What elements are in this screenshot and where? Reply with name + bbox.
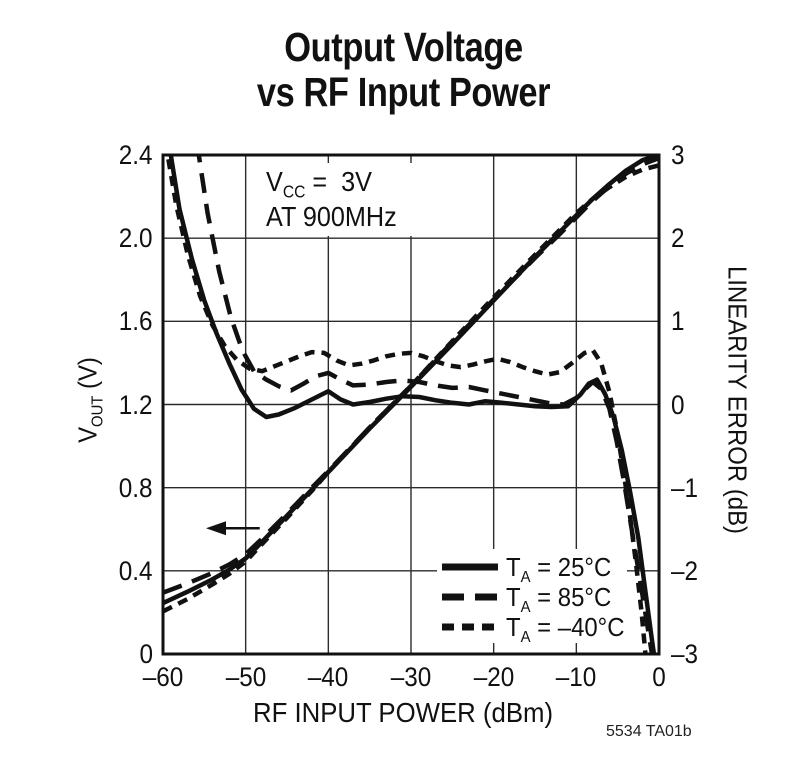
y-right-tick-label: 1 xyxy=(671,306,685,337)
legend-label-symbol: T xyxy=(506,611,521,642)
y-right-tick-label: 2 xyxy=(671,223,685,254)
legend-label: TA = 85°C xyxy=(506,581,612,616)
legend-label: TA = –40°C xyxy=(506,611,625,646)
legend-label-value: = 25°C xyxy=(530,551,612,582)
y-left-label-subscript: OUT xyxy=(88,395,107,427)
legend-label-value: = 85°C xyxy=(530,581,612,612)
chart-title-line2: vs RF Input Power xyxy=(256,69,551,115)
condition-vcc: VCC = 3V xyxy=(266,164,448,202)
y-left-tick-label: 2.4 xyxy=(119,140,153,170)
condition-frequency: AT 900MHz xyxy=(266,201,397,232)
y-left-label-unit: (V) xyxy=(72,357,103,396)
legend-item-minus40c: TA = –40°C xyxy=(441,611,635,646)
y-left-tick-label: 0 xyxy=(139,639,153,669)
x-axis-label: RF INPUT POWER (dBm) xyxy=(252,697,554,728)
y-left-tick-label: 0.4 xyxy=(119,555,153,586)
legend-label-symbol: T xyxy=(506,551,521,582)
y-right-tick-label: 0 xyxy=(671,389,685,420)
figure-note: 5534 TA01b xyxy=(606,723,692,740)
y-axis-right-label: LINEARITY ERROR (dB) xyxy=(722,265,753,535)
x-tick-label: –40 xyxy=(308,662,349,692)
vcc-value: = 3V xyxy=(305,166,372,197)
y-right-tick-label: –1 xyxy=(671,472,699,503)
legend-label: TA = 25°C xyxy=(506,551,612,586)
y-right-tick-label: –2 xyxy=(671,555,699,586)
legend-label-subscript: A xyxy=(520,627,531,646)
short-dash-line-sample-icon xyxy=(442,623,498,631)
y-left-label-symbol: V xyxy=(72,426,103,443)
legend-label-subscript: A xyxy=(520,567,531,586)
vcc-symbol: V xyxy=(266,166,283,197)
y-left-tick-label: 1.6 xyxy=(119,306,153,337)
x-tick-label: –20 xyxy=(473,662,514,692)
chart-title-line1: Output Voltage xyxy=(284,24,523,70)
vcc-subscript: CC xyxy=(282,181,306,202)
y-right-tick-label: –3 xyxy=(671,639,699,669)
legend-label-symbol: T xyxy=(506,581,521,612)
y-right-tick-label: 3 xyxy=(671,140,685,170)
legend: TA = 25°C TA = 85°C TA = –40°C xyxy=(437,549,627,645)
x-tick-label: 0 xyxy=(652,662,666,692)
solid-line-sample-icon xyxy=(442,563,498,571)
chart-title: Output Voltage vs RF Input Power xyxy=(65,25,743,115)
y-axis-left-label: VOUT (V) xyxy=(72,357,107,443)
y-left-tick-label: 1.2 xyxy=(119,389,153,420)
long-dash-line-sample-icon xyxy=(442,593,498,601)
x-tick-label: –50 xyxy=(225,662,266,692)
x-tick-label: –60 xyxy=(142,662,184,692)
legend-label-value: = –40°C xyxy=(530,611,625,642)
y-left-tick-label: 2.0 xyxy=(119,223,153,254)
legend-item-85c: TA = 85°C xyxy=(441,581,620,616)
legend-item-25c: TA = 25°C xyxy=(441,551,620,586)
legend-label-subscript: A xyxy=(520,597,531,616)
conditions-annotation: VCC = 3V AT 900MHz xyxy=(257,163,468,236)
y-left-tick-label: 0.8 xyxy=(119,472,153,503)
x-tick-label: –30 xyxy=(390,662,432,692)
x-tick-label: –10 xyxy=(556,662,597,692)
